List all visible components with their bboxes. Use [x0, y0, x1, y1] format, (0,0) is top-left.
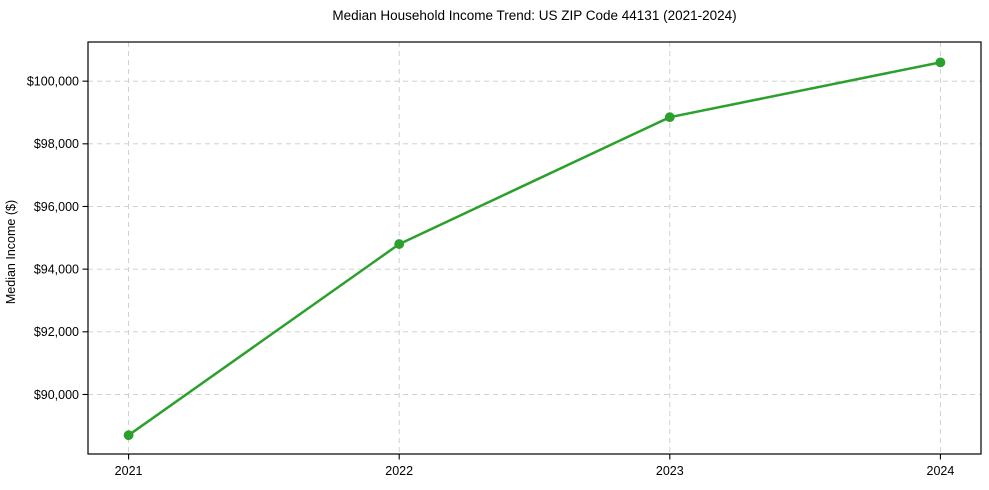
- chart-title: Median Household Income Trend: US ZIP Co…: [332, 8, 736, 23]
- y-tick-label: $96,000: [34, 200, 79, 214]
- y-tick-label: $94,000: [34, 263, 79, 277]
- data-point-2022: [394, 239, 405, 249]
- y-tick-label: $98,000: [34, 137, 79, 151]
- y-axis-label: Median Income ($): [4, 200, 18, 304]
- x-tick-label: 2021: [115, 464, 143, 478]
- x-tick-label: 2024: [927, 464, 955, 478]
- plot-border: [87, 41, 982, 455]
- x-tick-label: 2022: [385, 464, 413, 478]
- data-point-2021: [123, 430, 134, 441]
- y-tick-label: $90,000: [34, 388, 79, 402]
- data-point-2024: [935, 57, 946, 68]
- trend-line: [127, 61, 942, 437]
- axis-tick-marks: [82, 80, 941, 460]
- y-tick-label: $92,000: [34, 325, 79, 339]
- x-tick-label: 2023: [656, 464, 684, 478]
- gridlines: [88, 42, 981, 454]
- axis-tick-labels: $90,000 $92,000 $94,000 $96,000 $98,000 $100,…: [27, 75, 954, 478]
- data-point-2023: [664, 112, 675, 123]
- data-series: [123, 57, 946, 441]
- y-tick-label: $100,000: [27, 75, 79, 89]
